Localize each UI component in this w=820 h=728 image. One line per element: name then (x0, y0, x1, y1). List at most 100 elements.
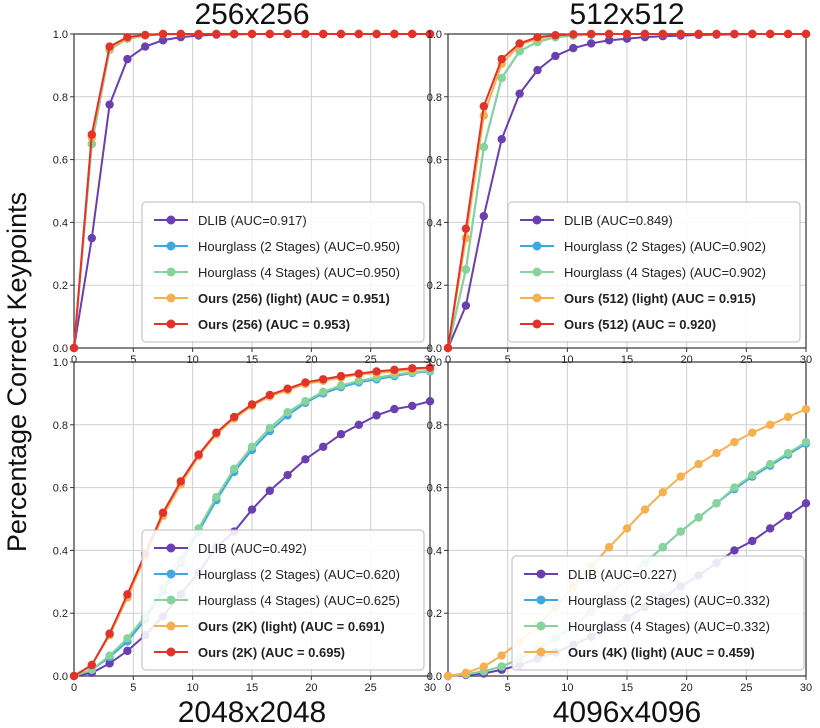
data-point (425, 363, 435, 372)
x-tick-label: 5 (130, 354, 136, 366)
data-point (87, 660, 97, 670)
legend-box (511, 555, 805, 671)
data-point (319, 387, 328, 397)
data-point (676, 472, 685, 481)
x-tick-label: 10 (561, 682, 573, 694)
legend-box (141, 201, 425, 343)
y-tick-label: 0.4 (427, 217, 442, 229)
y-tick-label: 1.0 (53, 29, 68, 41)
data-point (283, 29, 292, 39)
x-tick-label: 0 (71, 682, 77, 694)
data-point (105, 651, 114, 660)
data-point (194, 29, 203, 39)
data-point (319, 29, 328, 39)
data-point (69, 343, 79, 353)
data-point (712, 448, 721, 458)
data-point (301, 378, 310, 387)
x-tick-label: 5 (505, 354, 511, 366)
legend-label: DLIB (AUC=0.492) (198, 541, 307, 556)
legend-swatch-marker (166, 595, 176, 605)
data-point (212, 29, 221, 39)
legend-swatch-marker (532, 293, 542, 303)
y-tick-label: 0.4 (427, 545, 442, 557)
legend-swatch-marker (166, 293, 176, 303)
x-tick-label: 20 (681, 682, 693, 694)
x-tick-label: 0 (445, 682, 451, 694)
data-point (354, 29, 363, 39)
x-tick-label: 25 (365, 682, 377, 694)
data-point (176, 477, 185, 486)
legend: DLIB (AUC=0.492) Hourglass (2 Stages) (AU… (141, 529, 425, 671)
panel-title: 256x256 (194, 0, 309, 31)
data-point (87, 130, 97, 139)
y-tick-label: 0.2 (53, 608, 68, 620)
x-tick-label: 15 (246, 354, 258, 366)
data-point (425, 397, 435, 406)
data-point (515, 89, 524, 98)
data-point (783, 448, 793, 458)
series-group (443, 29, 811, 353)
data-point (336, 430, 346, 439)
legend: DLIB (AUC=0.917) Hourglass (2 Stages) (AU… (141, 201, 425, 343)
data-point (533, 65, 542, 75)
y-tick-label: 1.0 (53, 357, 68, 369)
data-point (658, 29, 667, 39)
legend-swatch-marker (536, 569, 546, 579)
data-point (301, 455, 310, 464)
data-point (730, 546, 739, 555)
x-tick-label: 25 (740, 682, 752, 694)
legend-label: Hourglass (4 Stages) (AUC=0.950) (198, 265, 400, 280)
data-point (354, 369, 363, 378)
y-tick-label: 0.6 (53, 483, 68, 495)
data-point (105, 42, 114, 51)
legend-swatch-marker (536, 621, 546, 631)
data-point (766, 29, 775, 39)
data-point (390, 29, 399, 39)
data-point (408, 364, 417, 373)
legend-swatch-marker (532, 319, 542, 329)
legend-label: Ours (256) (AUC = 0.953) (198, 317, 350, 332)
data-point (622, 524, 632, 533)
data-point (123, 32, 132, 42)
data-point (319, 375, 328, 384)
data-point (515, 39, 524, 48)
panel-title: 512x512 (569, 0, 684, 31)
data-point (265, 423, 274, 433)
data-point (390, 365, 399, 375)
data-point (640, 29, 650, 39)
legend-swatch-marker (166, 319, 176, 329)
data-point (783, 29, 793, 39)
data-point (123, 54, 132, 64)
legend-label: Ours (256) (light) (AUC = 0.951) (198, 291, 390, 306)
x-tick-label: 0 (445, 354, 451, 366)
data-point (230, 29, 239, 39)
data-point (658, 488, 667, 497)
data-point (766, 459, 775, 469)
data-point (801, 29, 811, 39)
data-point (158, 508, 168, 517)
data-point (748, 428, 757, 437)
legend-box (507, 201, 801, 343)
data-point (336, 381, 346, 390)
y-tick-label: 0.0 (427, 671, 442, 683)
data-point (694, 29, 703, 39)
data-point (569, 30, 578, 39)
legend-label: DLIB (AUC=0.849) (564, 213, 673, 228)
legend-label: DLIB (AUC=0.227) (568, 567, 677, 582)
data-point (712, 29, 721, 39)
data-point (766, 524, 775, 533)
y-tick-label: 0.0 (427, 343, 442, 355)
data-point (247, 505, 257, 514)
data-point (247, 29, 257, 39)
data-point (748, 470, 757, 480)
data-point (247, 400, 257, 409)
data-point (730, 437, 739, 447)
data-point (390, 404, 399, 414)
x-tick-label: 20 (681, 354, 693, 366)
data-point (479, 662, 488, 671)
legend-swatch-marker (536, 595, 546, 605)
legend-box (141, 529, 425, 671)
x-tick-label: 10 (187, 354, 199, 366)
data-point (425, 29, 435, 39)
x-tick-label: 5 (505, 682, 511, 694)
